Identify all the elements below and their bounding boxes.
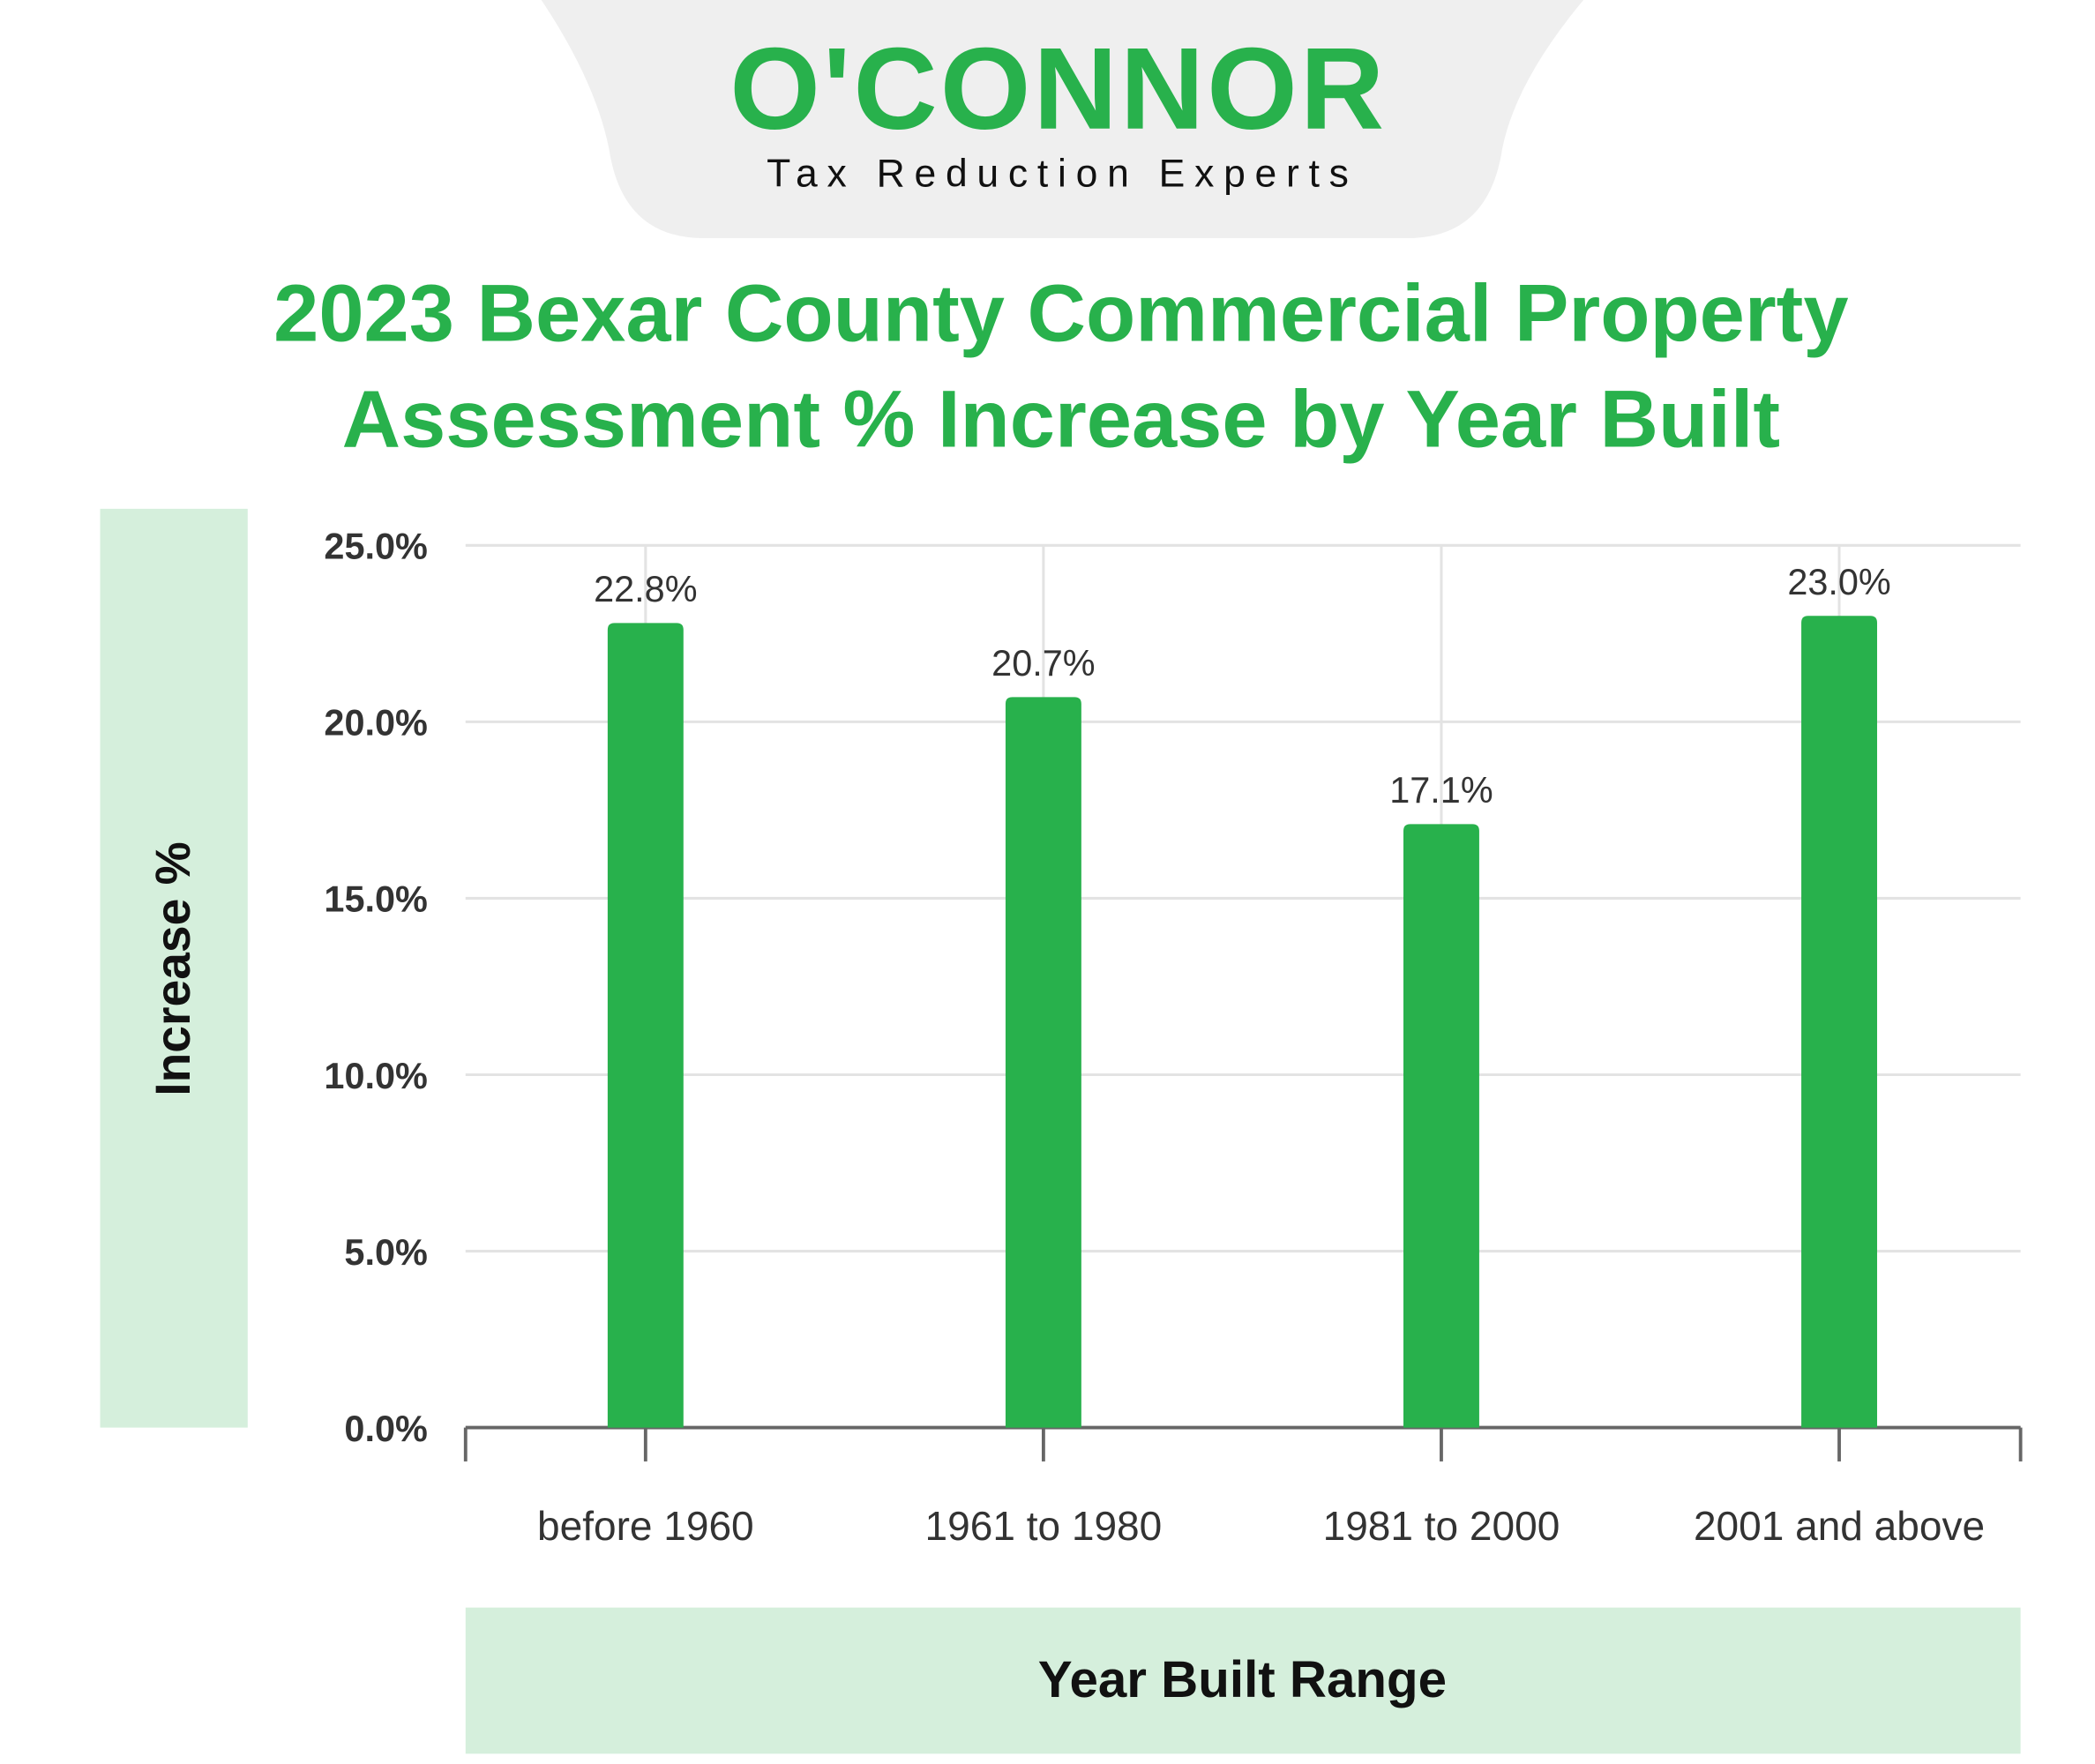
- x-tick-label: before 1960: [537, 1503, 754, 1549]
- tagline: Tax Reduction Experts: [767, 153, 1358, 196]
- y-label-box: [100, 508, 248, 1428]
- x-tick-label: 1961 to 1980: [925, 1503, 1163, 1549]
- bar: [1403, 824, 1479, 1428]
- value-label: 22.8%: [594, 569, 697, 609]
- y-tick-label: 10.0%: [324, 1056, 427, 1096]
- x-tick-label: 2001 and above: [1694, 1503, 1985, 1549]
- y-tick-label: 5.0%: [344, 1232, 427, 1273]
- bar: [1005, 697, 1081, 1428]
- chart-title: 2023 Bexar County Commercial Property: [273, 268, 1848, 359]
- value-label: 20.7%: [991, 643, 1095, 684]
- y-tick-label: 0.0%: [344, 1409, 427, 1449]
- y-axis-label: Increase %: [146, 841, 200, 1096]
- x-tick-label: 1981 to 2000: [1323, 1503, 1560, 1549]
- x-axis-label: Year Built Range: [1038, 1651, 1447, 1708]
- value-label: 23.0%: [1787, 562, 1890, 602]
- y-tick-label: 20.0%: [324, 703, 427, 744]
- plot: 0.0% 5.0% 10.0% 15.0% 20.0% 25.0% 22.8% before …: [324, 527, 2023, 1549]
- x-label-box: [465, 1607, 2021, 1754]
- brand: O'CONNOR: [730, 24, 1387, 153]
- bar: [1801, 616, 1877, 1428]
- y-tick-label: 25.0%: [324, 527, 427, 567]
- bar: [607, 623, 684, 1428]
- y-tick-label: 15.0%: [324, 879, 427, 920]
- chart-title: Assessment % Increase by Year Built: [342, 373, 1780, 464]
- logo-background: [541, 0, 1584, 239]
- value-label: 17.1%: [1389, 770, 1493, 811]
